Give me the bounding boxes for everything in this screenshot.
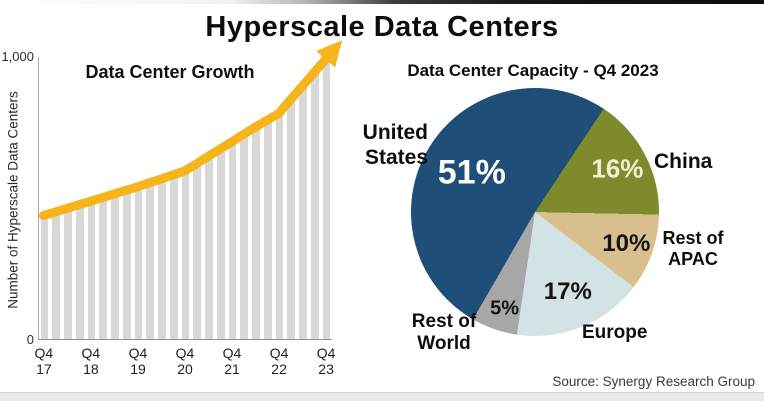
- growth-bar: [240, 133, 249, 339]
- growth-bar: [122, 189, 131, 339]
- x-axis-tick: Q4 19: [128, 345, 148, 378]
- top-edge-decoration: [0, 0, 764, 4]
- growth-bar: [310, 71, 319, 339]
- growth-bar: [216, 148, 225, 339]
- y-axis-max-label: 1,000: [1, 49, 34, 64]
- x-axis-tick: Q4 17: [34, 345, 54, 378]
- growth-bar: [228, 140, 237, 339]
- y-axis-title: Number of Hyperscale Data Centers: [5, 91, 21, 309]
- growth-bar: [263, 119, 272, 339]
- growth-bar: [64, 207, 72, 339]
- x-axis-tick: Q4 22: [269, 345, 289, 378]
- bar-chart-panel: 1,000 0 Number of Hyperscale Data Center…: [0, 0, 345, 401]
- growth-bar: [169, 174, 178, 339]
- growth-bar: [252, 126, 260, 339]
- bar-plot-area: [38, 57, 332, 340]
- x-axis-tick: Q4 20: [175, 345, 195, 378]
- pie-slice-label-europe: Europe: [582, 322, 648, 343]
- pie-slice-label-china: China: [654, 150, 713, 173]
- source-credit: Source: Synergy Research Group: [552, 374, 755, 389]
- pie-slice-label-rest-of-world: Rest of World: [411, 311, 477, 355]
- growth-bar: [99, 196, 108, 339]
- growth-bar: [146, 181, 155, 339]
- growth-bar: [158, 177, 166, 339]
- growth-bar: [287, 99, 296, 339]
- x-axis-tick: Q4 23: [316, 345, 336, 378]
- pie-slice-label-rest-of-apac: Rest of APAC: [662, 228, 724, 270]
- bar-chart-title: Data Center Growth: [85, 62, 255, 82]
- growth-bar: [52, 211, 60, 339]
- growth-bar: [322, 58, 331, 339]
- growth-bar: [134, 185, 143, 339]
- pie-slice-label-united-states: United States: [362, 121, 428, 169]
- growth-bar: [193, 162, 202, 339]
- growth-bar: [111, 192, 119, 339]
- growth-bar: [87, 200, 96, 339]
- growth-bar: [205, 155, 213, 339]
- pie-chart: 51% 16% 10% 17% 5%: [411, 88, 659, 336]
- x-axis-tick: Q4 18: [81, 345, 101, 378]
- pie-percent-label: 17%: [543, 278, 592, 306]
- pie-percent-label: 5%: [490, 297, 520, 320]
- x-axis-tick: Q4 21: [222, 345, 242, 378]
- growth-bar: [75, 203, 84, 339]
- pie-percent-label: 10%: [602, 229, 651, 257]
- growth-bar: [299, 85, 307, 339]
- bottom-edge-decoration: [0, 392, 764, 401]
- page-title: Hyperscale Data Centers: [205, 11, 559, 43]
- pie-percent-label: 16%: [591, 153, 644, 184]
- pie-chart-title: Data Center Capacity - Q4 2023: [407, 61, 659, 80]
- y-axis-min-label: 0: [26, 332, 34, 347]
- growth-trend-arrow: [38, 40, 343, 220]
- growth-bar: [181, 170, 190, 339]
- growth-bar: [40, 214, 49, 339]
- pie-percent-label: 51%: [437, 153, 506, 192]
- x-axis-ticks: Q4 17 Q4 18 Q4 19 Q4 20 Q4 21 Q4 22 Q4 23: [34, 345, 336, 379]
- growth-bar: [275, 112, 284, 339]
